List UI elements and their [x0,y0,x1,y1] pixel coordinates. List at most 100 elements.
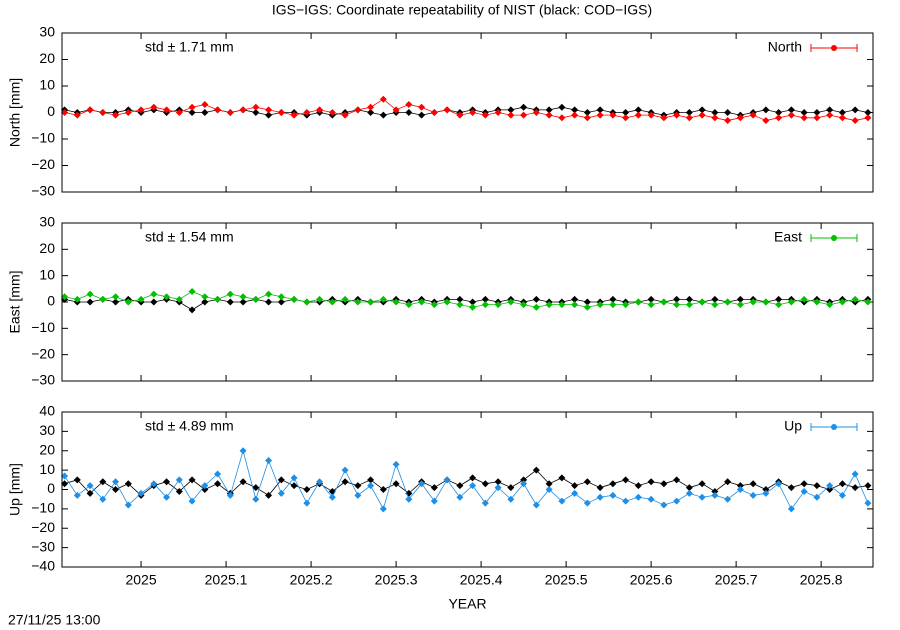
data-point [405,109,413,116]
data-point [711,301,719,309]
data-point [583,114,591,122]
data-point [583,109,591,116]
data-point [430,497,438,505]
data-point [571,111,579,119]
x-tick-label: 2025.4 [460,572,503,588]
data-point [86,298,94,306]
data-point [520,480,528,488]
data-point [354,491,362,499]
y-tick-label: 30 [39,214,55,230]
y-tick-label: −10 [31,500,55,516]
data-point [418,298,426,306]
data-point [673,301,681,309]
data-point [252,103,260,111]
data-point [685,109,693,116]
data-point [775,295,783,303]
data-point [813,114,821,122]
data-point [838,491,846,499]
data-point [124,480,132,488]
data-point [800,487,808,495]
data-point [685,489,693,497]
data-point [367,482,375,490]
data-point [749,298,757,306]
data-point [545,111,553,119]
data-point [456,111,464,119]
data-point [647,301,655,309]
series-line [64,106,868,116]
annotation: std ± 1.71 mm [145,39,234,55]
data-point [838,480,846,488]
data-point [61,109,69,116]
legend-label: Up [784,418,802,434]
data-point [583,303,591,311]
data-point [277,109,285,116]
y-tick-label: −20 [31,345,55,361]
data-point [405,301,413,309]
data-point [481,295,489,303]
data-point [583,298,591,306]
y-tick-label: 30 [39,422,55,438]
data-point [188,109,196,116]
data-point [762,106,770,114]
data-point [303,298,311,306]
x-tick-label: 2025.1 [205,572,248,588]
data-point [596,111,604,119]
data-point [736,482,744,490]
data-point [86,106,94,114]
data-point [86,482,94,490]
data-point [520,103,528,111]
data-point [124,501,132,509]
data-point [163,478,171,486]
data-point [137,295,145,303]
data-point [647,495,655,503]
data-point [188,103,196,111]
series-line [64,449,869,510]
data-point [787,106,795,114]
data-point [392,480,400,488]
data-point [99,495,107,503]
data-point [571,301,579,309]
data-point [379,505,387,513]
data-point [558,301,566,309]
data-point [711,491,719,499]
data-point [813,493,821,501]
data-point [252,495,260,503]
data-point [520,476,528,484]
data-point [201,101,209,109]
y-tick-label: −30 [31,372,55,388]
y-tick-label: 10 [39,461,55,477]
legend-label: North [768,39,802,55]
data-point [545,480,553,488]
data-point [736,114,744,122]
data-point [188,287,196,295]
data-point [175,295,183,303]
y-tick-label: −20 [31,156,55,172]
data-point [469,109,477,116]
data-point [813,298,821,306]
series-line [64,298,868,311]
data-point [239,447,247,455]
data-point [813,482,821,490]
data-point [494,484,502,492]
data-point [341,478,349,486]
data-point [545,486,553,493]
data-point [698,111,706,119]
data-point [673,476,681,484]
data-point [456,295,464,303]
data-point [596,493,604,501]
data-point [838,114,846,122]
y-tick-label: 20 [39,441,55,457]
data-point [520,301,528,309]
y-axis-label: East [mm] [7,270,23,333]
data-point [354,106,362,114]
data-point [61,472,69,480]
data-point [583,499,591,507]
data-point [673,111,681,119]
data-point [724,478,732,486]
data-point [762,116,770,124]
data-point [596,106,604,114]
data-point [634,298,642,306]
data-point [99,478,107,486]
data-point [864,499,872,507]
data-point [430,301,438,309]
